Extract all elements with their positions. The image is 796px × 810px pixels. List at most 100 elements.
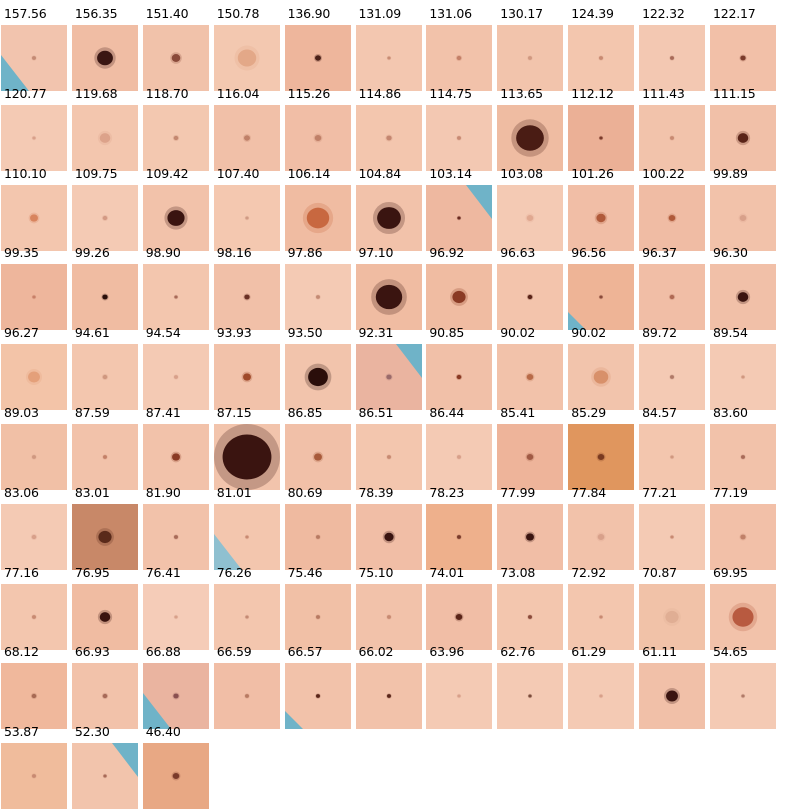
skin-patch-image (1, 344, 67, 411)
skin-patch-image (142, 503, 209, 570)
skin-patch-image (213, 583, 280, 650)
lesion-mark (596, 213, 606, 222)
skin-patch-image (568, 583, 635, 650)
tile-score-label: 87.15 (216, 405, 252, 420)
tile-score-label: 89.72 (642, 325, 677, 341)
skin-patch-image (71, 104, 138, 171)
image-tile: 96.30 (710, 246, 778, 331)
tile-score-label: 93.50 (287, 325, 323, 341)
lesion-mark (222, 434, 272, 480)
lesion-mark (102, 694, 108, 699)
image-tile: 124.39 (568, 7, 636, 91)
lesion-mark (102, 215, 108, 220)
tile-score-label: 99.26 (74, 245, 110, 261)
tile-score-label: 107.40 (216, 165, 260, 181)
skin-patch-image (213, 503, 280, 570)
image-tile: 52.30 (71, 724, 140, 810)
lesion-mark (737, 132, 749, 143)
tile-score-label: 70.87 (642, 564, 677, 580)
lesion-mark (597, 453, 605, 461)
lesion-mark (383, 532, 394, 542)
tile-score-label: 151.40 (145, 6, 189, 21)
image-tile: 150.78 (213, 7, 282, 91)
skin-patch-image (284, 104, 351, 171)
skin-patch-image (639, 25, 706, 91)
lesion-mark (315, 295, 320, 300)
image-tile: 103.14 (426, 166, 494, 251)
image-tile: 104.84 (355, 165, 424, 251)
image-tile: 85.41 (497, 406, 565, 490)
lesion-mark (307, 368, 328, 387)
skin-patch-image (355, 184, 422, 251)
skin-patch-image (71, 344, 138, 411)
skin-patch-image (568, 25, 635, 91)
image-tile: 98.16 (213, 246, 282, 331)
skin-patch-image (497, 184, 564, 251)
image-tile: 109.42 (142, 165, 211, 251)
lesion-mark (102, 455, 107, 459)
image-tile: 77.84 (568, 485, 636, 570)
lesion-mark (457, 216, 462, 220)
lesion-mark (98, 530, 112, 543)
skin-patch-image (213, 184, 280, 251)
skin-patch-image (1, 583, 67, 650)
tile-score-label: 76.95 (74, 564, 110, 580)
tile-score-label: 66.02 (358, 644, 394, 660)
tile-score-label: 122.17 (713, 6, 756, 21)
tile-score-label: 77.16 (4, 564, 39, 580)
tile-score-label: 73.08 (500, 564, 536, 580)
image-tile: 69.95 (710, 565, 778, 650)
skin-patch-image (426, 25, 493, 91)
skin-patch-image (568, 344, 635, 411)
skin-patch-image (426, 184, 493, 251)
image-tile: 89.03 (1, 406, 69, 490)
tile-score-label: 103.08 (500, 165, 543, 181)
tile-score-label: 83.01 (74, 484, 110, 500)
skin-patch-image (1, 104, 67, 171)
image-tile: 76.41 (142, 565, 211, 650)
lesion-mark (315, 694, 320, 699)
image-tile: 76.95 (71, 564, 140, 650)
tile-score-label: 46.40 (145, 724, 181, 740)
skin-patch-image (639, 344, 706, 411)
image-tile: 77.99 (497, 485, 565, 570)
image-tile: 115.26 (284, 86, 353, 171)
skin-patch-image (710, 424, 776, 490)
tile-score-label: 94.54 (145, 325, 181, 341)
lesion-mark (740, 534, 746, 540)
tile-score-label: 104.84 (358, 165, 402, 181)
skin-patch-image (142, 743, 209, 810)
skin-patch-image (1, 663, 67, 730)
tile-score-label: 124.39 (571, 6, 614, 21)
lesion-mark (245, 216, 249, 220)
skin-patch-image (71, 184, 138, 251)
image-tile: 90.02 (497, 326, 565, 411)
lesion-mark (528, 614, 533, 619)
image-tile: 70.87 (639, 564, 707, 650)
tile-score-label: 53.87 (4, 724, 39, 740)
tile-score-label: 66.88 (145, 644, 181, 660)
lesion-mark (314, 55, 321, 61)
tile-score-label: 77.19 (713, 484, 748, 500)
image-tile: 75.46 (284, 565, 353, 650)
image-tile: 77.16 (1, 564, 69, 650)
image-tile: 111.15 (710, 85, 778, 171)
image-tile: 98.90 (142, 246, 211, 331)
skin-patch-image (142, 583, 209, 650)
skin-patch-image (497, 104, 564, 171)
tile-score-label: 111.15 (713, 85, 756, 101)
image-tile: 61.29 (568, 645, 636, 730)
lesion-mark (670, 135, 675, 140)
image-tile: 62.76 (497, 645, 565, 730)
lesion-mark (28, 371, 40, 383)
skin-patch-image (710, 344, 776, 411)
tile-score-label: 52.30 (74, 724, 110, 740)
tile-score-label: 109.42 (145, 165, 189, 181)
image-tile: 136.90 (284, 7, 353, 91)
lesion-mark (670, 56, 675, 60)
skin-patch-image (710, 663, 776, 730)
image-tile: 53.87 (1, 724, 69, 810)
lesion-mark (732, 606, 754, 627)
lesion-mark (244, 294, 250, 300)
skin-patch-image (355, 583, 422, 650)
